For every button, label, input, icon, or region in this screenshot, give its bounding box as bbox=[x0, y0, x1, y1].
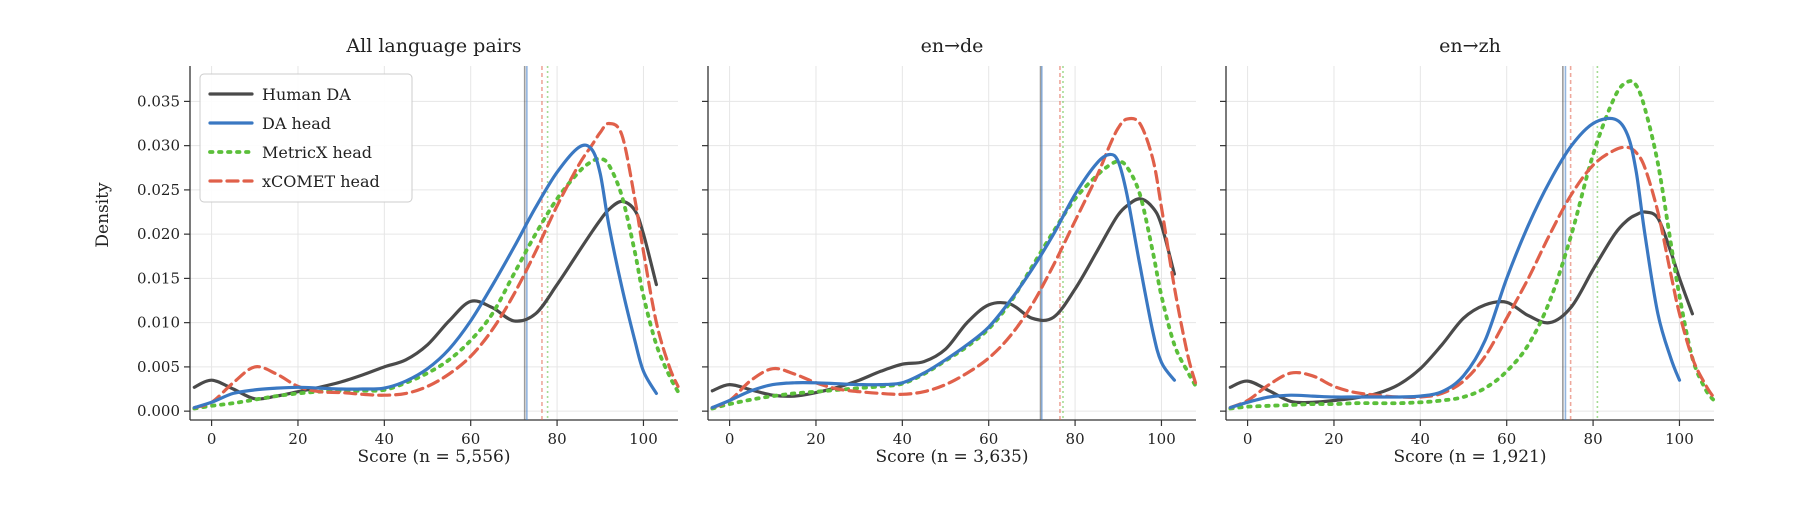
legend-label: Human DA bbox=[262, 85, 351, 104]
panels-layer: All language pairs 0 20 40 60 80 100 0.000 0.005… bbox=[137, 35, 1716, 467]
series-line-metricx-head bbox=[192, 156, 680, 411]
series-line-human-da bbox=[1228, 210, 1694, 405]
legend-label: MetricX head bbox=[262, 143, 372, 162]
y-tick-label: 0.020 bbox=[137, 225, 180, 243]
x-tick-label: 20 bbox=[806, 430, 825, 448]
x-tick-label: 0 bbox=[1243, 430, 1253, 448]
series-line-da-head bbox=[710, 152, 1176, 410]
series-line-metricx-head bbox=[710, 159, 1198, 411]
x-tick-label: 20 bbox=[1324, 430, 1343, 448]
y-tick-label: 0.015 bbox=[137, 269, 180, 287]
x-axis-label: Score (n = 3,635) bbox=[876, 447, 1029, 467]
x-tick-label: 20 bbox=[288, 430, 307, 448]
series-line-da-head bbox=[192, 143, 658, 410]
series-line-metricx-head bbox=[1228, 79, 1716, 411]
y-tick-label: 0.030 bbox=[137, 137, 180, 155]
x-tick-label: 40 bbox=[893, 430, 912, 448]
legend: Human DA DA head MetricX head xCOMET head bbox=[199, 73, 413, 203]
legend-box bbox=[199, 73, 413, 203]
x-tick-label: 60 bbox=[979, 430, 998, 448]
x-tick-label: 0 bbox=[207, 430, 217, 448]
x-tick-label: 100 bbox=[1147, 430, 1176, 448]
x-axis-label: Score (n = 5,556) bbox=[358, 447, 511, 467]
panel-3: en→zh 0 20 40 60 80 100 Score (n = 1,921) bbox=[1220, 35, 1716, 467]
y-tick-label: 0.000 bbox=[137, 402, 180, 420]
y-tick-label: 0.025 bbox=[137, 181, 180, 199]
panel-title: All language pairs bbox=[345, 35, 521, 57]
y-tick-label: 0.010 bbox=[137, 314, 180, 332]
x-axis-label: Score (n = 1,921) bbox=[1394, 447, 1547, 467]
legend-label: xCOMET head bbox=[262, 172, 380, 191]
x-tick-label: 60 bbox=[1497, 430, 1516, 448]
panel-2: en→de 0 20 40 60 80 100 Score (n = 3,635) bbox=[702, 35, 1198, 467]
series-line-human-da bbox=[710, 197, 1176, 398]
legend-label: DA head bbox=[262, 114, 331, 133]
panel-title: en→de bbox=[921, 35, 984, 57]
x-tick-label: 40 bbox=[1411, 430, 1430, 448]
series-line-da-head bbox=[1228, 116, 1682, 410]
series-line-xcomet-head bbox=[1228, 145, 1716, 410]
x-tick-label: 100 bbox=[1665, 430, 1694, 448]
series-line-xcomet-head bbox=[192, 121, 680, 410]
y-tick-label: 0.035 bbox=[137, 92, 180, 110]
x-tick-label: 80 bbox=[1584, 430, 1603, 448]
x-tick-label: 80 bbox=[548, 430, 567, 448]
series-line-xcomet-head bbox=[710, 116, 1198, 410]
y-axis-label: Density bbox=[93, 182, 113, 248]
x-tick-label: 80 bbox=[1066, 430, 1085, 448]
panel-title: en→zh bbox=[1439, 35, 1501, 57]
y-tick-label: 0.005 bbox=[137, 358, 180, 376]
x-tick-label: 100 bbox=[629, 430, 658, 448]
x-tick-label: 60 bbox=[461, 430, 480, 448]
x-tick-label: 40 bbox=[375, 430, 394, 448]
x-tick-label: 0 bbox=[725, 430, 735, 448]
